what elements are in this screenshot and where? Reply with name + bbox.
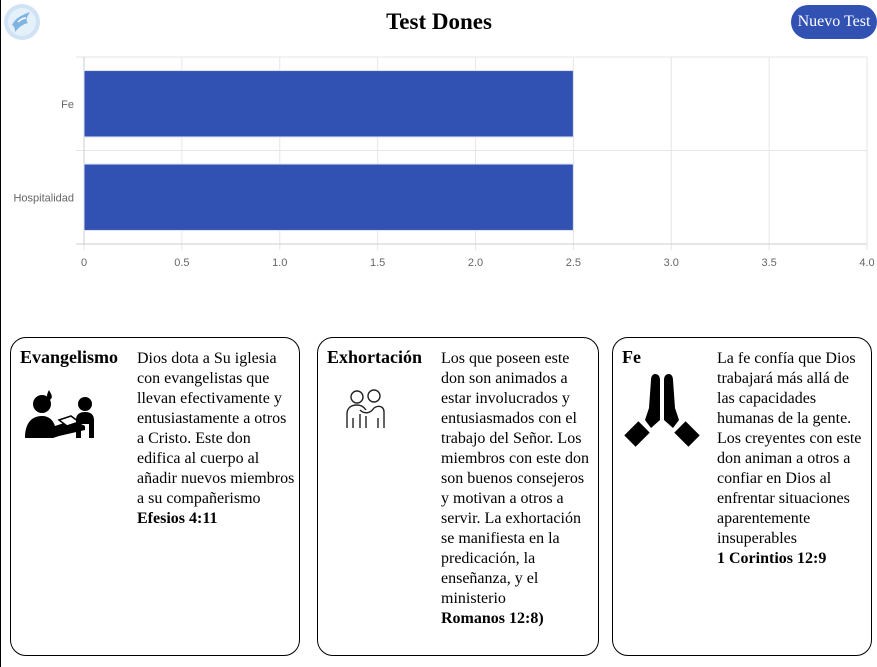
bar-fe xyxy=(83,70,574,138)
card-reference: Romanos 12:8) xyxy=(441,610,544,627)
page-title: Test Dones xyxy=(386,9,492,34)
gifts-bar-chart: Fe Hospitalidad 0 0.5 1.0 1.5 2.0 2.5 3.0 3.5 4.0 xyxy=(13,56,875,269)
card-description: Dios dota a Su iglesia con evangelistas … xyxy=(137,349,297,529)
card-title: Evangelismo xyxy=(20,347,119,367)
gift-card-exhortacion: Exhortación Los que poseen este don son … xyxy=(317,337,599,656)
dove-icon xyxy=(4,4,40,40)
y-category-label: Fe xyxy=(61,99,74,111)
chart-x-labels: 0 0.5 1.0 1.5 2.0 2.5 3.0 3.5 4.0 xyxy=(81,257,875,269)
chart-bars xyxy=(83,70,574,231)
card-reference: Efesios 4:11 xyxy=(137,510,218,527)
card-description: Los que poseen este don son animados a e… xyxy=(441,349,593,629)
x-tick-label: 3.0 xyxy=(664,257,679,269)
people-embrace-icon xyxy=(346,389,385,428)
x-tick-label: 2.5 xyxy=(566,257,581,269)
x-tick-label: 1.0 xyxy=(272,257,287,269)
x-tick-label: 1.5 xyxy=(370,257,385,269)
y-category-label: Hospitalidad xyxy=(13,192,74,204)
chart-y-labels: Fe Hospitalidad xyxy=(13,99,74,205)
x-tick-label: 2.0 xyxy=(468,257,483,269)
card-text: Dios dota a Su iglesia con evangelistas … xyxy=(137,350,295,507)
card-title: Exhortación xyxy=(327,347,423,367)
card-title: Fe xyxy=(622,347,641,367)
x-tick-label: 0.5 xyxy=(174,257,189,269)
x-tick-label: 4.0 xyxy=(859,257,874,269)
people-reading-book-icon xyxy=(25,390,94,438)
gift-card-fe: Fe La fe confía que Dios trabajará más a… xyxy=(612,337,872,656)
card-text: Los que poseen este don son animados a e… xyxy=(441,350,589,607)
praying-hands-icon xyxy=(624,374,700,447)
card-description: La fe confía que Dios trabajará más allá… xyxy=(717,349,869,569)
card-reference: 1 Corintios 12:9 xyxy=(717,550,827,567)
x-tick-label: 0 xyxy=(81,257,87,269)
new-test-button[interactable]: Nuevo Test xyxy=(791,5,877,39)
card-text: La fe confía que Dios trabajará más allá… xyxy=(717,350,862,547)
x-tick-label: 3.5 xyxy=(761,257,776,269)
bar-hospitalidad xyxy=(83,163,574,231)
gift-card-evangelismo: Evangelismo Dios dota a Su iglesia con e… xyxy=(10,337,300,656)
